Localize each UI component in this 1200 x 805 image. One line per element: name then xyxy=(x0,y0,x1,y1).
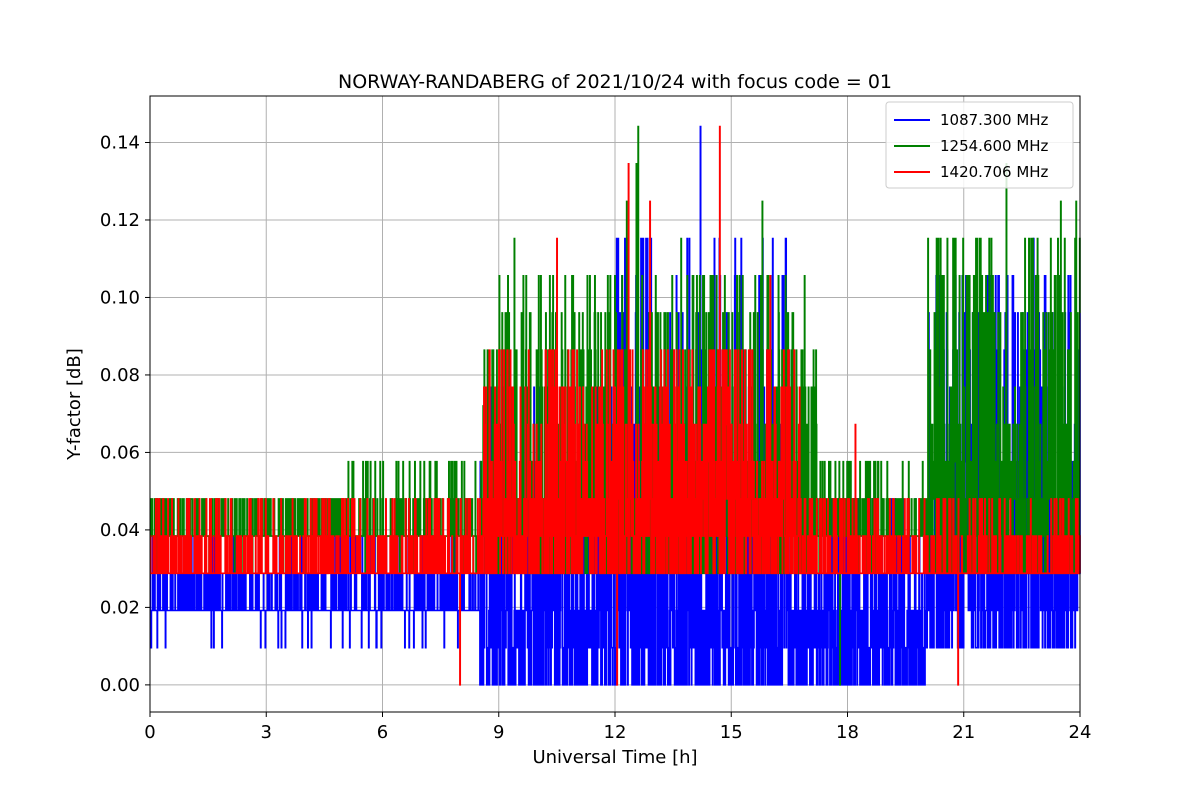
x-tick-label-0: 0 xyxy=(144,722,155,743)
series-line-1 xyxy=(149,125,1081,686)
series-line-2 xyxy=(149,125,1081,686)
x-tick-label-6: 18 xyxy=(836,722,859,743)
x-tick-label-4: 12 xyxy=(604,722,627,743)
x-tick-label-1: 3 xyxy=(261,722,272,743)
x-tick-label-5: 15 xyxy=(720,722,743,743)
y-tick-label-1: 0.02 xyxy=(100,597,140,618)
legend: 1087.300 MHz 1254.600 MHz 1420.706 MHz xyxy=(885,101,1074,189)
series-layer xyxy=(149,125,1081,686)
x-axis-label: Universal Time [h] xyxy=(532,747,697,768)
x-axis: 0 3 6 9 12 15 18 21 24 xyxy=(144,712,1091,743)
y-tick-label-0: 0.00 xyxy=(100,675,140,696)
y-tick-label-3: 0.06 xyxy=(100,442,140,463)
y-tick-label-5: 0.10 xyxy=(100,287,140,308)
y-tick-label-6: 0.12 xyxy=(100,210,140,231)
x-tick-label-2: 6 xyxy=(377,722,388,743)
legend-label-2: 1420.706 MHz xyxy=(940,163,1049,181)
x-tick-label-8: 24 xyxy=(1069,722,1092,743)
legend-label-0: 1087.300 MHz xyxy=(940,111,1049,129)
chart-title: NORWAY-RANDABERG of 2021/10/24 with focu… xyxy=(338,71,892,93)
x-tick-label-7: 21 xyxy=(952,722,975,743)
legend-box xyxy=(885,101,1074,189)
y-axis-label: Y-factor [dB] xyxy=(64,348,85,461)
y-tick-label-4: 0.08 xyxy=(100,365,140,386)
y-axis: 0.00 0.02 0.04 0.06 0.08 0.10 0.12 0.14 xyxy=(100,132,150,696)
y-tick-label-2: 0.04 xyxy=(100,520,140,541)
x-tick-label-3: 9 xyxy=(493,722,504,743)
legend-label-1: 1254.600 MHz xyxy=(940,137,1049,155)
y-tick-label-7: 0.14 xyxy=(100,132,140,153)
